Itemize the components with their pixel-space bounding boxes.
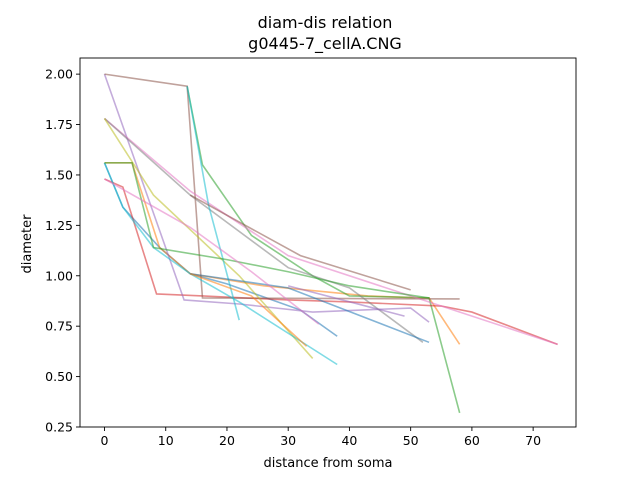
series-line-15: [287, 285, 405, 317]
series-line-5: [103, 73, 430, 323]
x-tick-label: 30: [280, 433, 296, 448]
y-tick-label: 1.00: [45, 268, 73, 283]
x-tick-label: 60: [464, 433, 480, 448]
chart-subtitle: g0445-7_cellA.CNG: [248, 34, 402, 54]
x-tick-label: 50: [403, 433, 419, 448]
series-line-17: [189, 194, 411, 291]
y-tick-label: 1.75: [45, 117, 73, 132]
x-tick-label: 0: [101, 433, 109, 448]
y-tick-label: 0.75: [45, 319, 73, 334]
series-line-10: [103, 162, 338, 366]
x-tick-label: 10: [158, 433, 174, 448]
x-axis-label: distance from soma: [264, 456, 393, 471]
y-tick-label: 1.25: [45, 218, 73, 233]
x-tick-label: 20: [219, 433, 235, 448]
y-tick-label: 1.50: [45, 167, 73, 182]
series-layer: [103, 73, 558, 414]
plot-frame: [79, 57, 577, 428]
series-line-7: [103, 117, 558, 346]
y-tick-label: 0.50: [45, 369, 73, 384]
x-tick-label: 40: [341, 433, 357, 448]
chart-title: diam-dis relation: [258, 13, 393, 32]
y-tick-label: 0.25: [45, 420, 73, 435]
series-line-8: [103, 117, 424, 343]
series-line-6: [104, 73, 460, 300]
y-tick-label: 2.00: [45, 67, 73, 82]
series-line-13: [189, 272, 308, 347]
series-line-9: [103, 118, 314, 359]
x-tick-label: 70: [525, 433, 541, 448]
series-line-12: [190, 272, 430, 344]
series-line-14: [104, 162, 430, 299]
series-line-16: [104, 178, 320, 325]
y-axis-label: diameter: [20, 214, 35, 274]
axes-layer: 0 10 20 30 40 50 60 70 0.25 0.50 0.75 1.00 1.25 1.50 1…: [45, 57, 577, 448]
